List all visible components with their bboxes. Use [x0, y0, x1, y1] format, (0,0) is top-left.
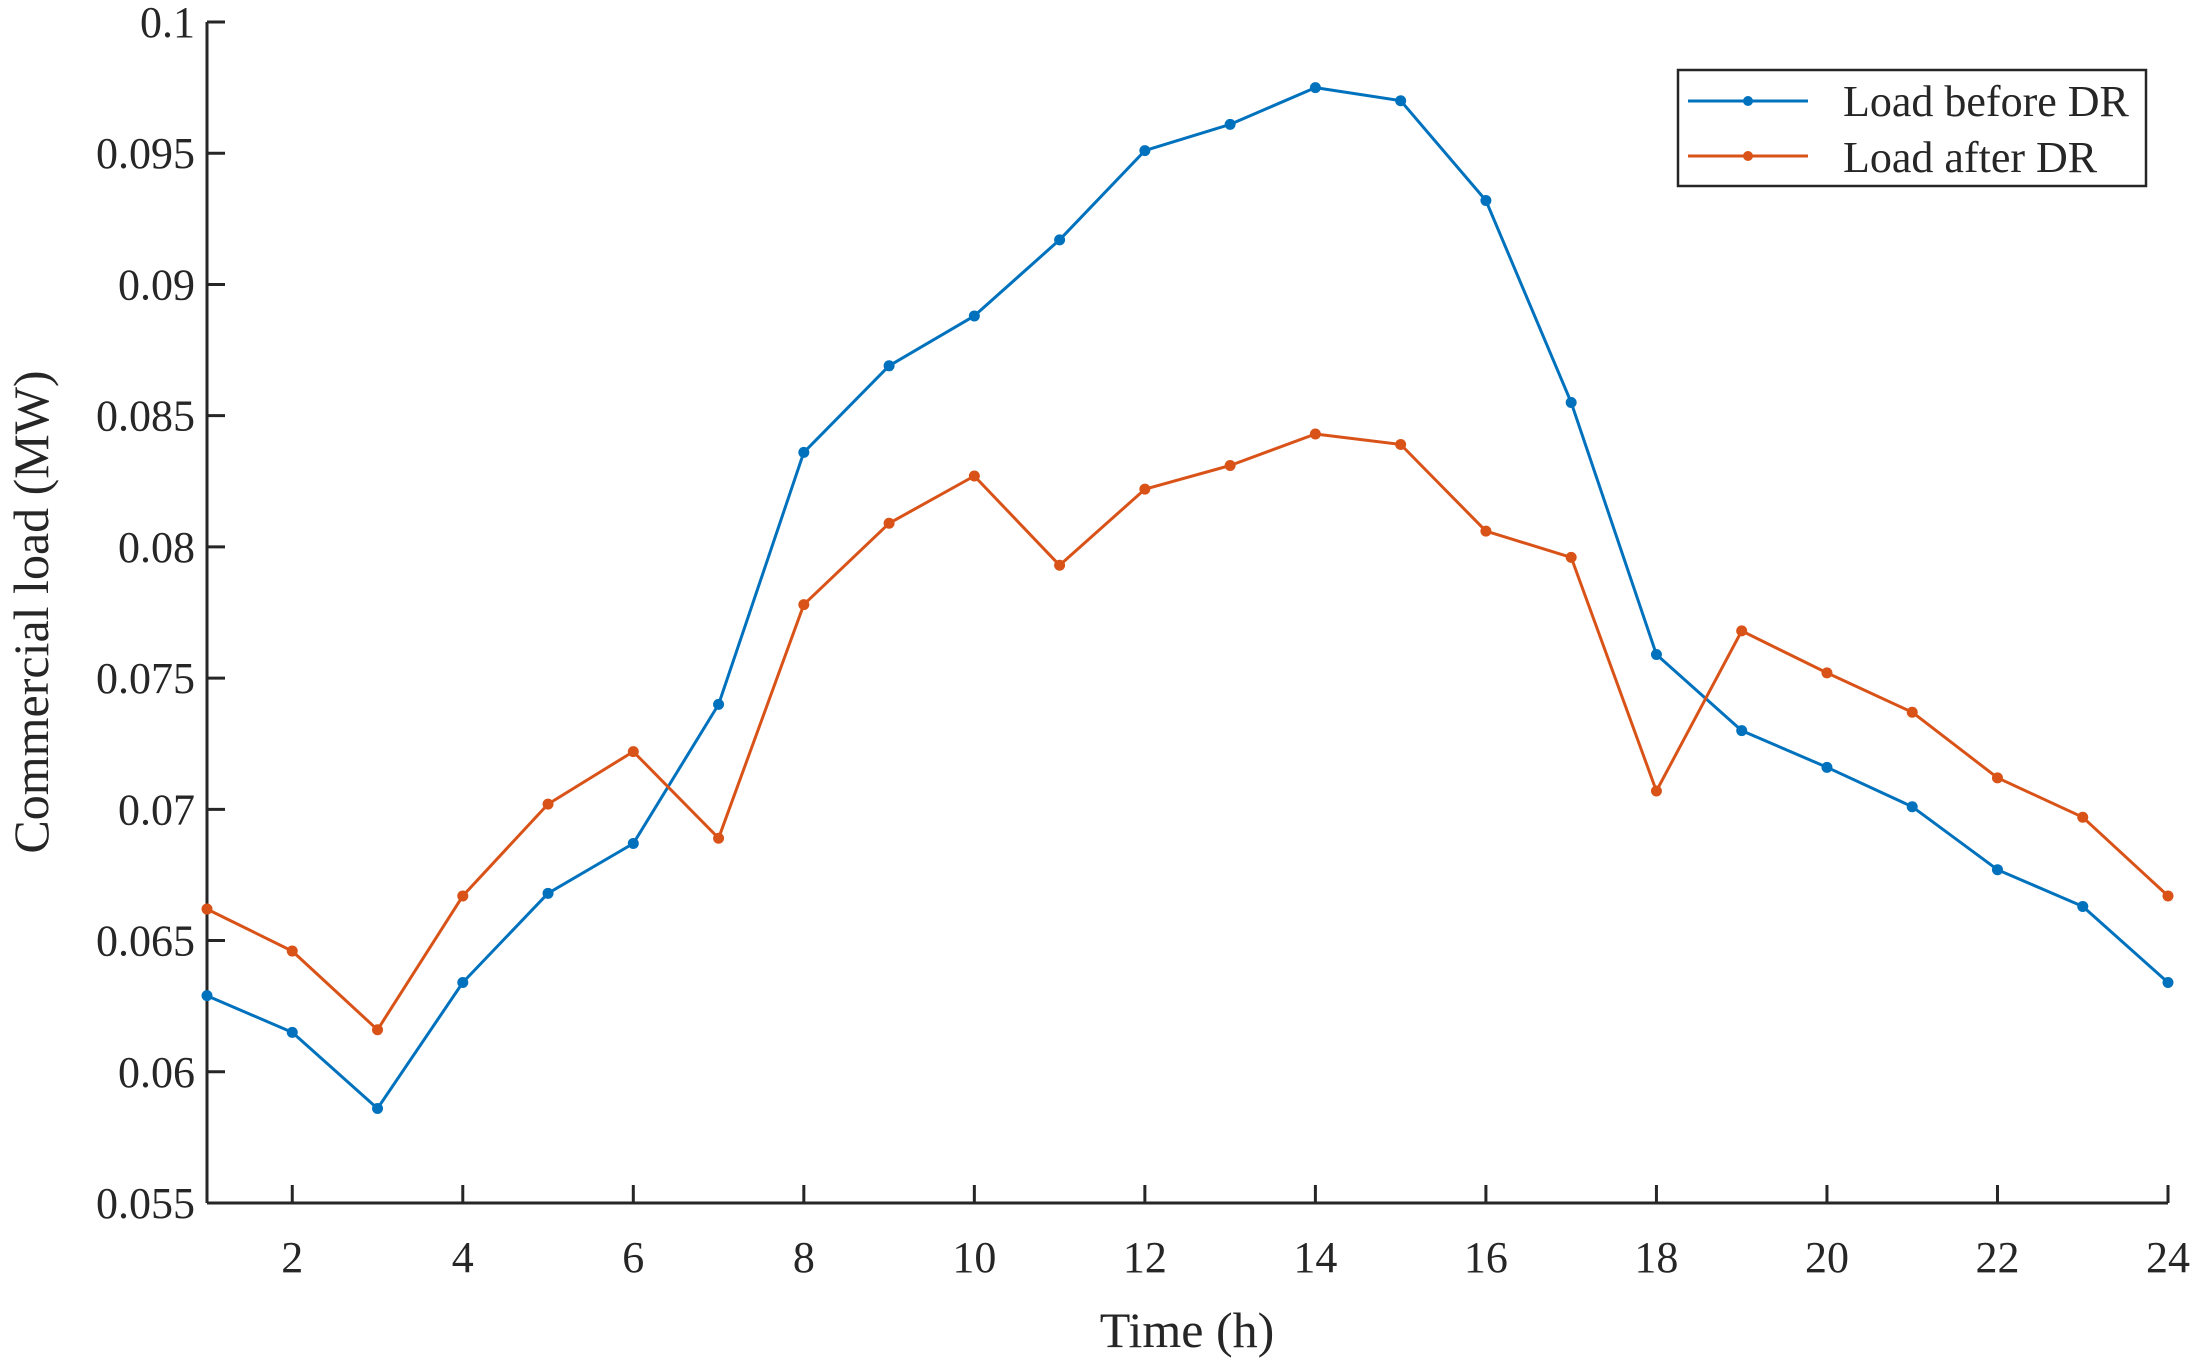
data-point-load-before-dr: [457, 977, 469, 989]
data-point-load-after-dr: [968, 470, 980, 482]
y-ticks: 0.055 0.06 0.065 0.07 0.075 0.08 0.085 0.09 0.09…: [96, 0, 225, 1228]
legend-marker-load-after-dr: [1743, 151, 1753, 161]
x-tick-label: 22: [1975, 1233, 2019, 1282]
data-point-load-before-dr: [627, 837, 639, 849]
data-point-load-after-dr: [713, 832, 725, 844]
data-point-load-before-dr: [1395, 95, 1407, 107]
x-tick-label: 20: [1805, 1233, 1849, 1282]
data-point-load-after-dr: [1821, 667, 1833, 679]
data-point-load-before-dr: [1650, 648, 1662, 660]
data-point-load-before-dr: [201, 990, 213, 1002]
y-tick-label: 0.095: [96, 129, 195, 178]
y-tick-label: 0.1: [140, 0, 195, 47]
series-load-after-dr: [201, 428, 2174, 1036]
data-point-load-before-dr: [2162, 977, 2174, 989]
y-tick-label: 0.085: [96, 392, 195, 441]
data-point-load-before-dr: [883, 360, 895, 372]
data-point-load-after-dr: [1309, 428, 1321, 440]
y-tick-label: 0.055: [96, 1179, 195, 1228]
data-point-load-after-dr: [883, 517, 895, 529]
data-point-load-after-dr: [201, 903, 213, 915]
x-tick-label: 4: [452, 1233, 474, 1282]
x-tick-label: 18: [1634, 1233, 1678, 1282]
data-point-load-after-dr: [2077, 811, 2089, 823]
data-point-load-after-dr: [1991, 772, 2003, 784]
x-tick-label: 16: [1464, 1233, 1508, 1282]
data-point-load-before-dr: [2077, 900, 2089, 912]
data-point-load-after-dr: [1395, 439, 1407, 451]
series-load-before-dr: [201, 82, 2174, 1115]
data-point-load-before-dr: [713, 698, 725, 710]
data-point-load-before-dr: [542, 887, 554, 899]
data-point-load-before-dr: [1054, 234, 1066, 246]
data-point-load-after-dr: [1650, 785, 1662, 797]
y-axis-title: Commercial load (MW): [3, 370, 59, 853]
legend: Load before DR Load after DR: [1676, 68, 2148, 188]
data-point-load-after-dr: [1906, 706, 1918, 718]
legend-label-load-before-dr: Load before DR: [1843, 77, 2130, 126]
data-point-load-after-dr: [542, 798, 554, 810]
data-point-load-after-dr: [627, 746, 639, 758]
data-point-load-after-dr: [1139, 483, 1151, 495]
data-point-load-after-dr: [1224, 460, 1236, 472]
x-axis-title: Time (h): [1100, 1302, 1275, 1358]
legend-box: [1676, 68, 2148, 188]
data-point-load-before-dr: [1821, 761, 1833, 773]
data-point-load-after-dr: [1736, 625, 1748, 637]
x-tick-label: 8: [793, 1233, 815, 1282]
data-point-load-before-dr: [1991, 864, 2003, 876]
data-point-load-before-dr: [1480, 194, 1492, 206]
x-ticks: 2 4 6 8 10 12 14 16 18 20 22 24: [281, 1185, 2190, 1282]
series-line-load-after-dr: [206, 432, 2170, 1032]
data-point-load-after-dr: [1054, 559, 1066, 571]
y-tick-label: 0.09: [118, 260, 195, 309]
data-point-load-before-dr: [1906, 801, 1918, 813]
x-tick-label: 2: [281, 1233, 303, 1282]
data-point-load-before-dr: [798, 446, 810, 458]
x-tick-label: 6: [622, 1233, 644, 1282]
data-point-load-before-dr: [1736, 725, 1748, 737]
x-tick-label: 14: [1293, 1233, 1337, 1282]
data-point-load-after-dr: [457, 890, 469, 902]
data-point-load-before-dr: [1309, 82, 1321, 94]
series-line-load-before-dr: [206, 86, 2169, 1110]
data-point-load-after-dr: [286, 945, 298, 957]
data-point-load-before-dr: [1139, 145, 1151, 157]
data-point-load-before-dr: [968, 310, 980, 322]
data-point-load-before-dr: [1565, 397, 1577, 409]
y-tick-label: 0.06: [118, 1048, 195, 1097]
y-tick-label: 0.065: [96, 917, 195, 966]
data-point-load-before-dr: [1224, 118, 1236, 130]
data-point-load-after-dr: [1480, 525, 1492, 537]
y-tick-label: 0.07: [118, 785, 195, 834]
data-point-load-after-dr: [2162, 890, 2174, 902]
y-tick-label: 0.08: [118, 523, 195, 572]
legend-marker-load-before-dr: [1743, 96, 1753, 106]
data-point-load-after-dr: [1565, 551, 1577, 563]
data-point-load-after-dr: [798, 599, 810, 611]
x-tick-label: 12: [1123, 1233, 1167, 1282]
legend-label-load-after-dr: Load after DR: [1843, 133, 2098, 182]
axes: [205, 22, 2168, 1205]
data-point-load-before-dr: [372, 1103, 384, 1115]
data-point-load-after-dr: [372, 1024, 384, 1036]
x-tick-label: 24: [2146, 1233, 2190, 1282]
y-tick-label: 0.075: [96, 654, 195, 703]
series-layer: [201, 82, 2174, 1115]
x-tick-label: 10: [952, 1233, 996, 1282]
data-point-load-before-dr: [286, 1026, 298, 1038]
